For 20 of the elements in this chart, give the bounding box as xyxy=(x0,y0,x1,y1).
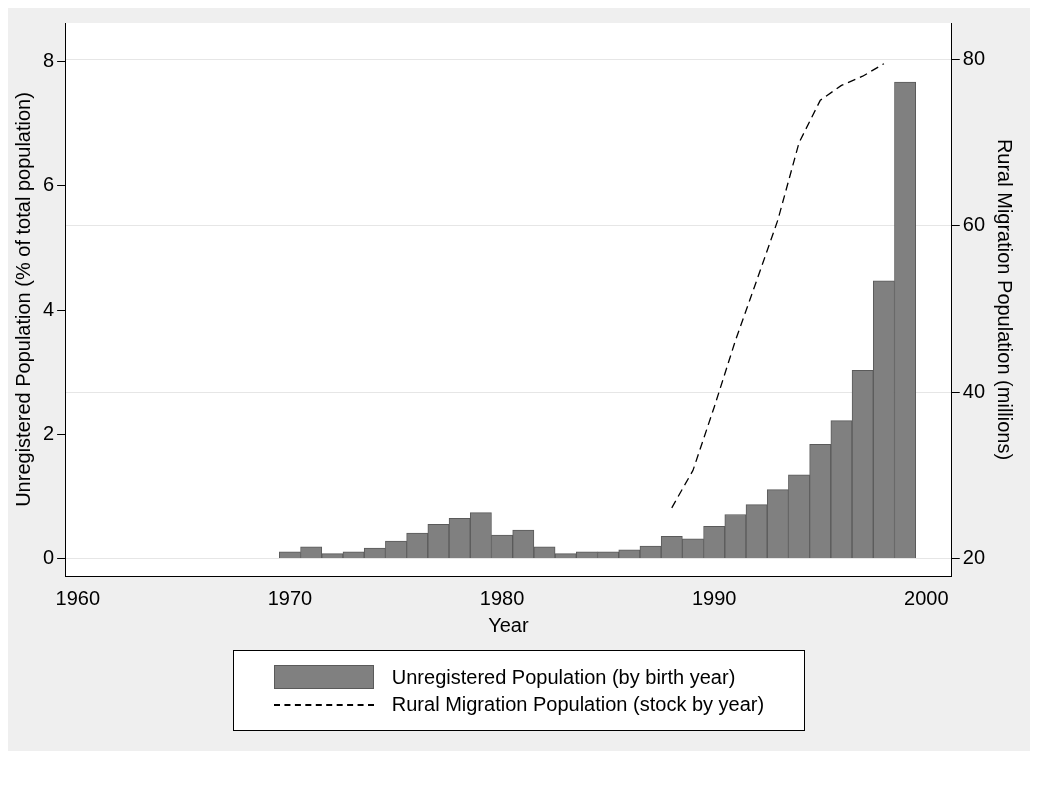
line-series xyxy=(671,63,885,509)
y-axis-title: Unregistered Population (% of total population) xyxy=(11,92,34,507)
legend-label: Unregistered Population (by birth year) xyxy=(391,665,736,689)
y2-tick-label: 40 xyxy=(962,379,985,402)
y2-tick-label: 20 xyxy=(962,546,985,569)
x-tick-label: 2000 xyxy=(904,586,949,609)
y-tick-label: 6 xyxy=(43,173,55,196)
y2-tick-label: 80 xyxy=(962,47,985,70)
y-tick-label: 2 xyxy=(43,421,55,444)
y-tick-label: 0 xyxy=(43,546,55,569)
x-tick-label: 1970 xyxy=(267,586,313,609)
x-axis-title: Year xyxy=(488,613,529,636)
y2-tick-label: 60 xyxy=(962,213,985,236)
x-tick-label: 1980 xyxy=(479,586,525,609)
y2-axis-title: Rural Migration Population (millions) xyxy=(994,138,1017,461)
legend-label: Rural Migration Population (stock by year) xyxy=(391,693,765,716)
y-tick-label: 4 xyxy=(43,297,55,320)
x-tick-label: 1960 xyxy=(55,586,101,609)
x-tick-label: 1990 xyxy=(691,586,737,609)
y-tick-label: 8 xyxy=(43,49,55,72)
